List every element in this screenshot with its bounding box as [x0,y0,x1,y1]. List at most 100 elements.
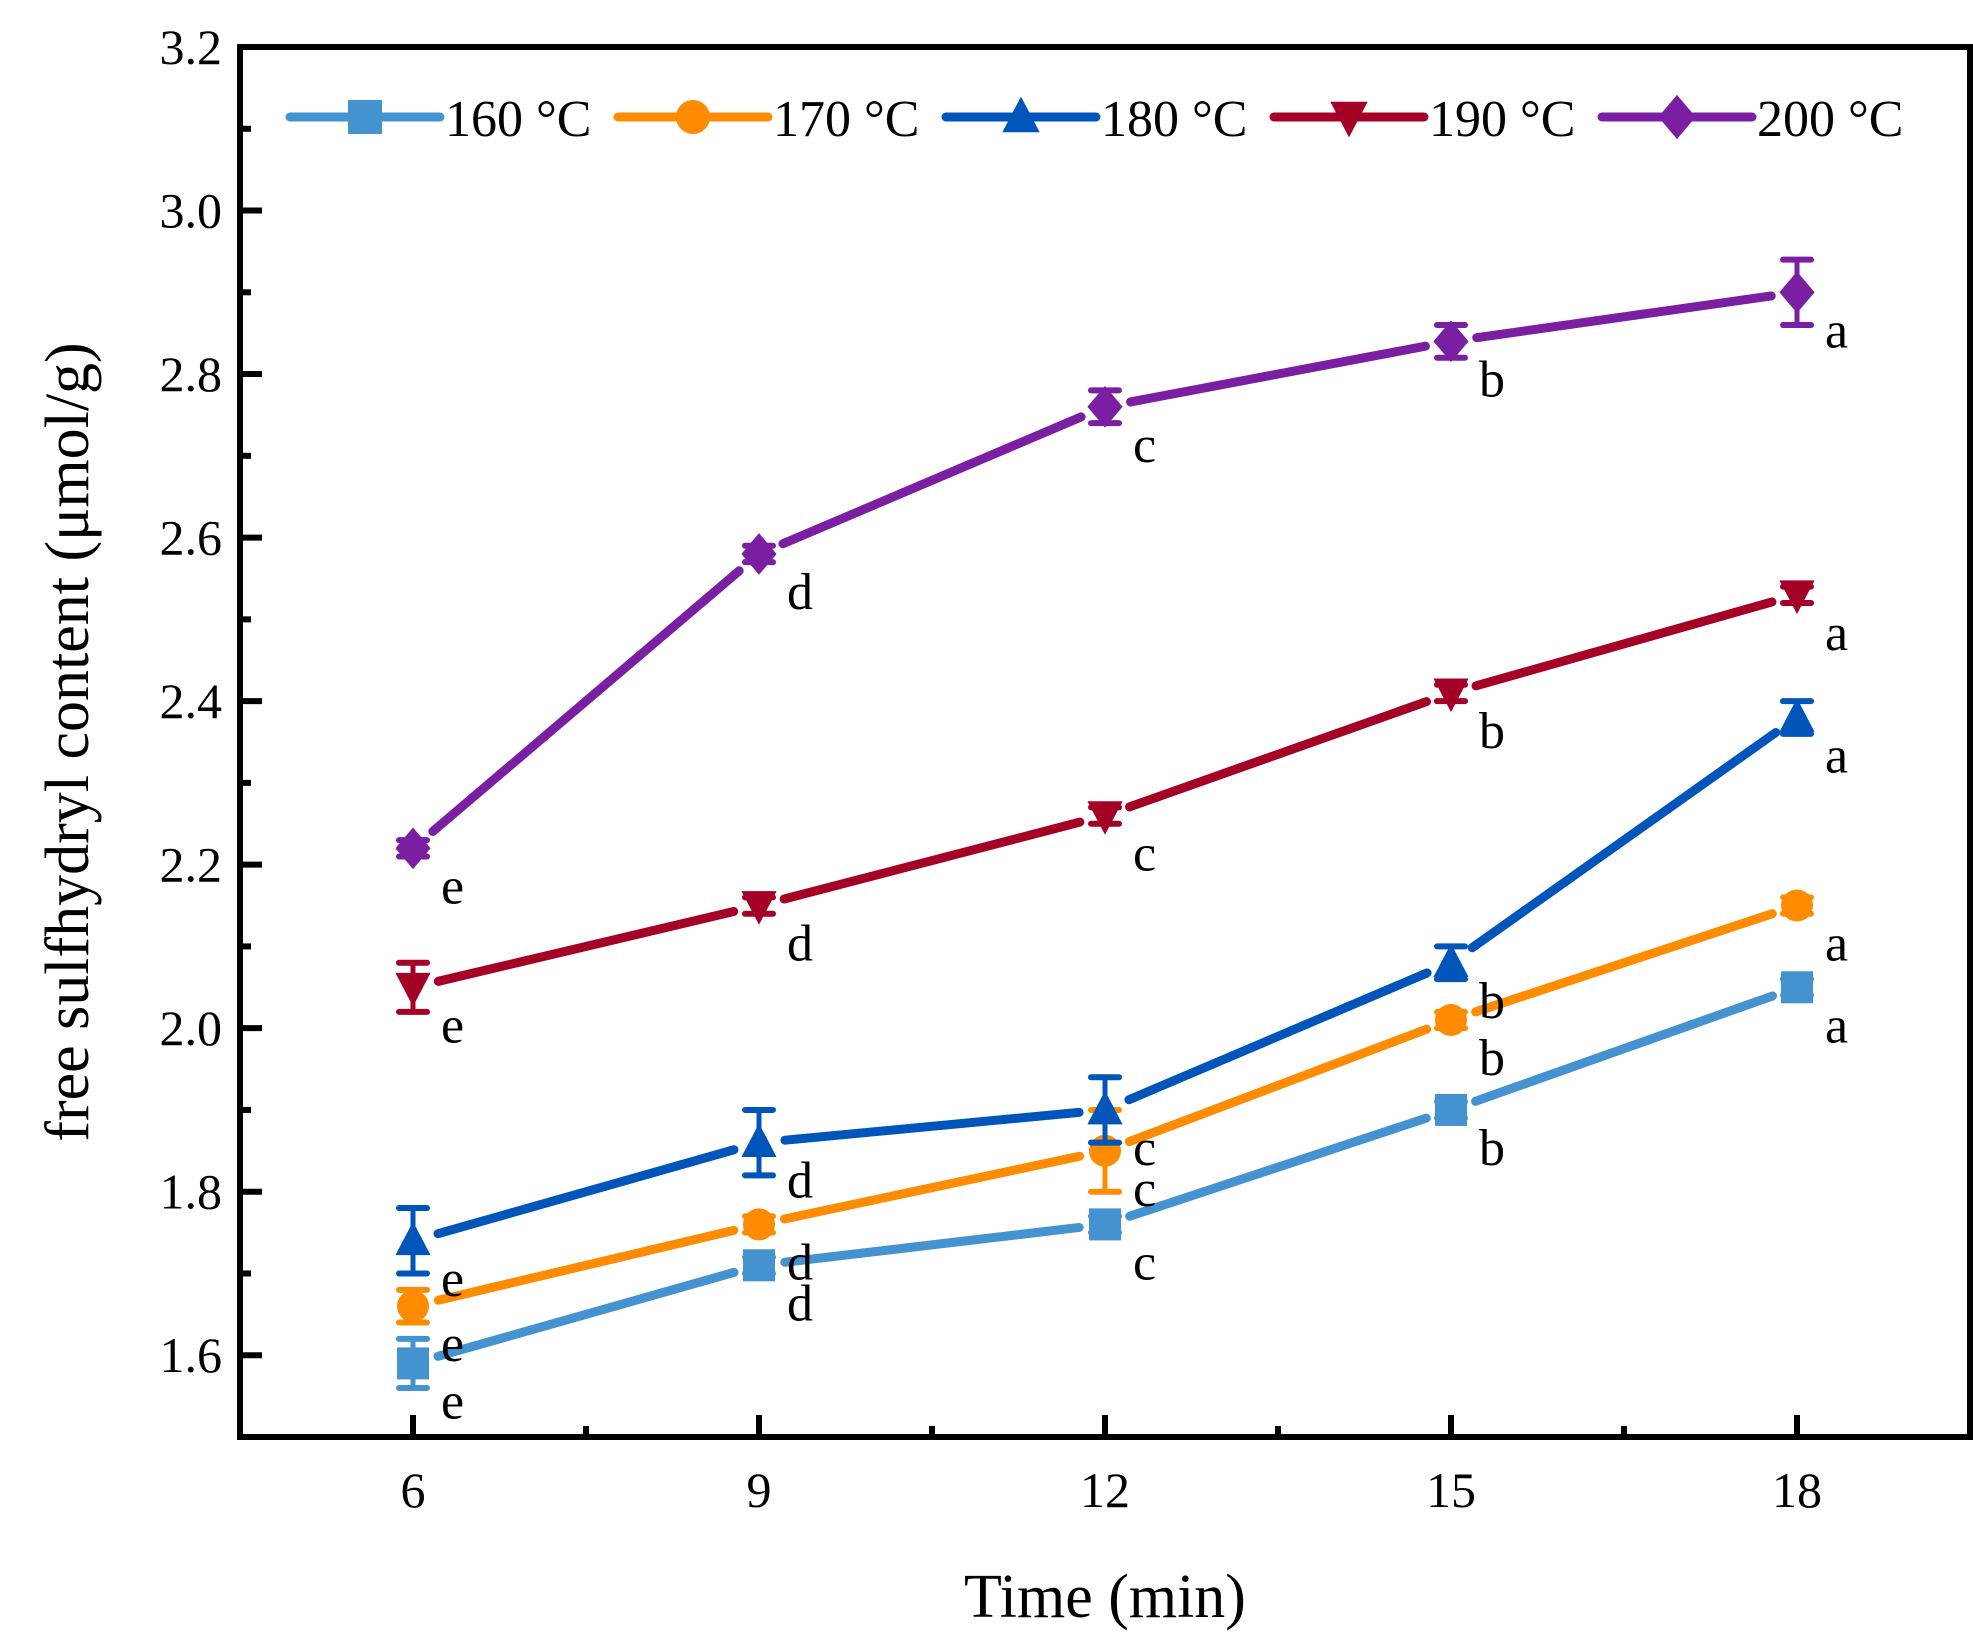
significance-letter: a [1825,302,1848,359]
significance-letter: e [441,997,464,1054]
series-line-segment [1471,991,1777,1106]
significance-letter: d [787,1234,813,1291]
series-line-segment [780,1222,1084,1267]
series-line-segment [1124,1024,1432,1147]
x-tick-label: 12 [1080,1462,1130,1518]
y-tick-label: 2.2 [160,837,223,893]
legend-label: 170 °C [773,91,919,148]
legend-label: 200 °C [1757,91,1903,148]
significance-letter: d [787,564,813,621]
x-axis-label: Time (min) [964,1563,1246,1631]
significance-letter: e [441,1373,464,1430]
significance-letter: c [1133,1161,1156,1218]
diamond-marker [395,827,431,870]
significance-letter: a [1825,605,1848,662]
triangle-up-marker [1002,96,1040,133]
x-tick-label: 9 [747,1462,772,1518]
diamond-marker [1087,385,1123,428]
series-190: e d c b a [395,580,1848,1054]
significance-letter: c [1133,826,1156,883]
significance-letter: c [1133,1234,1156,1291]
triangle-up-marker [1433,943,1469,978]
legend-label: 190 °C [1429,91,1575,148]
circle-marker [1781,889,1813,922]
legend-item: 200 °C [1597,91,1903,148]
y-tick-label: 3.2 [160,19,223,75]
circle-marker [397,1290,429,1323]
triangle-down-marker [741,891,777,925]
series-line-segment [1124,968,1432,1105]
significance-letter: b [1479,1120,1505,1177]
significance-letter: c [1133,1120,1156,1177]
circle-marker [743,1208,775,1241]
series-160: e d c b a [396,971,1848,1430]
significance-letter: b [1479,703,1505,760]
significance-letter: b [1479,973,1505,1030]
circle-marker [676,100,710,134]
triangle-up-marker [1087,1090,1123,1125]
square-marker [1781,971,1813,1004]
diamond-marker [1779,271,1815,314]
triangle-up-marker [1779,698,1815,732]
significance-letter: b [1479,351,1505,408]
legend-item: 170 °C [613,91,919,148]
square-marker [397,1347,429,1380]
series-line-segment [1125,1113,1431,1221]
legend-label: 180 °C [1101,91,1247,148]
legend-label: 160 °C [445,91,591,148]
series-line-segment [778,412,1086,549]
series-line-segment [1125,697,1431,812]
x-tick-label: 15 [1426,1462,1476,1518]
x-tick-label: 18 [1772,1462,1822,1518]
significance-letter: e [441,1251,464,1308]
triangle-down-marker [395,972,431,1007]
diamond-marker [1658,94,1696,140]
square-marker [1089,1208,1121,1241]
series-line-segment [433,1267,739,1361]
significance-letter: c [1133,417,1156,474]
significance-letter: d [787,916,813,973]
square-marker [348,100,382,134]
triangle-down-marker [1433,678,1469,713]
y-tick-label: 1.6 [160,1327,223,1383]
legend-item: 190 °C [1269,91,1575,148]
y-tick-label: 2.4 [160,673,223,729]
significance-letter: e [441,1316,464,1373]
series-line-segment [779,1151,1085,1224]
series-line-segment [1471,909,1777,1017]
series-line-segment [433,907,739,986]
series-180: e d c b a [395,698,1848,1308]
series-line-segment [433,1225,739,1305]
significance-letter: a [1825,997,1848,1054]
series-line-segment [779,817,1085,904]
series-170: e d c b a [396,889,1848,1373]
y-axis-label: free sulfhydryl content (μmol/g) [34,342,102,1141]
triangle-down-marker [1330,101,1368,138]
y-tick-label: 2.0 [160,1000,223,1056]
square-marker [743,1249,775,1282]
series-200: e d c b a [395,256,1848,915]
legend-item: 180 °C [941,91,1247,148]
series-line-segment [1467,728,1781,953]
triangle-up-marker [395,1221,431,1256]
significance-letter: b [1479,1030,1505,1087]
triangle-up-marker [741,1123,777,1158]
y-tick-label: 2.6 [160,510,223,566]
significance-letter: a [1825,916,1848,973]
significance-letter: e [441,858,464,915]
circle-marker [1435,1004,1467,1036]
series-line-segment [1471,597,1777,691]
legend-item: 160 °C [285,91,591,148]
diamond-marker [1433,320,1469,363]
y-tick-label: 3.0 [160,183,223,239]
y-tick-label: 2.8 [160,346,223,402]
significance-letter: d [787,1153,813,1210]
diamond-marker [741,533,777,575]
significance-letter: d [787,1275,813,1332]
series-line-segment [780,1107,1084,1145]
series-line-segment [1472,291,1776,343]
triangle-down-marker [1087,801,1123,835]
series-line-segment [433,1145,739,1239]
square-marker [1435,1093,1467,1126]
